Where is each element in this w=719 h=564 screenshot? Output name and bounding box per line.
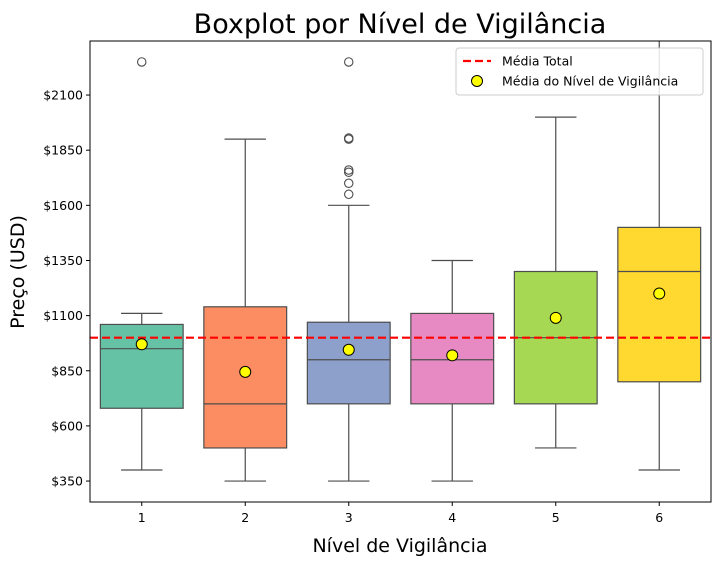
outlier-point bbox=[343, 57, 354, 67]
mean-marker-4 bbox=[446, 349, 459, 362]
box-group-1 bbox=[99, 57, 184, 471]
y-tick-label: $600 bbox=[51, 418, 83, 433]
plot-content bbox=[90, 41, 711, 482]
mean-marker-2 bbox=[239, 365, 252, 378]
y-tick-label: $850 bbox=[51, 363, 83, 378]
box-group-5 bbox=[513, 116, 598, 449]
outlier-point bbox=[343, 165, 354, 175]
mean-marker-3 bbox=[342, 343, 355, 356]
box-group-6 bbox=[617, 41, 702, 471]
mean-marker-5 bbox=[549, 311, 562, 324]
x-tick-label: 5 bbox=[552, 510, 560, 525]
box-group-3 bbox=[306, 57, 391, 482]
box-3 bbox=[306, 321, 391, 405]
chart-title: Boxplot por Nível de Vigilância bbox=[194, 9, 607, 40]
legend-label-group-mean: Média do Nível de Vigilância bbox=[502, 74, 678, 89]
x-axis-title: Nível de Vigilância bbox=[312, 535, 487, 557]
plot-frame bbox=[89, 40, 712, 503]
y-tick-label: $1100 bbox=[43, 308, 83, 323]
x-tick-label: 3 bbox=[345, 510, 353, 525]
x-tick-label: 2 bbox=[241, 510, 249, 525]
x-tick-label: 4 bbox=[448, 510, 456, 525]
mean-marker-1 bbox=[135, 338, 148, 351]
x-tick-label: 6 bbox=[655, 510, 663, 525]
y-tick-label: $350 bbox=[51, 474, 83, 489]
outlier-point bbox=[343, 189, 354, 200]
outlier-point bbox=[137, 57, 147, 67]
box-group-2 bbox=[203, 138, 288, 482]
box-6 bbox=[617, 226, 702, 383]
y-axis-title: Preço (USD) bbox=[7, 215, 29, 329]
outlier-point bbox=[343, 178, 354, 189]
y-tick-label: $1600 bbox=[43, 198, 83, 213]
mean-marker-6 bbox=[653, 287, 666, 300]
y-tick-label: $1350 bbox=[43, 253, 83, 268]
legend-box bbox=[455, 47, 704, 96]
legend-marker-icon bbox=[471, 75, 483, 87]
legend: Média Total Média do Nível de Vigilância bbox=[455, 47, 704, 96]
y-tick-label: $1850 bbox=[43, 143, 83, 158]
plot-area: $350 $600 $850 $1100 $1350 $1600 $1850 $2100 1 2 3… bbox=[43, 40, 712, 525]
legend-label-overall-mean: Média Total bbox=[502, 54, 573, 69]
box-group-4 bbox=[410, 259, 495, 482]
x-tick-label: 1 bbox=[138, 510, 146, 525]
outlier-point bbox=[343, 133, 354, 143]
y-tick-label: $2100 bbox=[43, 88, 83, 103]
